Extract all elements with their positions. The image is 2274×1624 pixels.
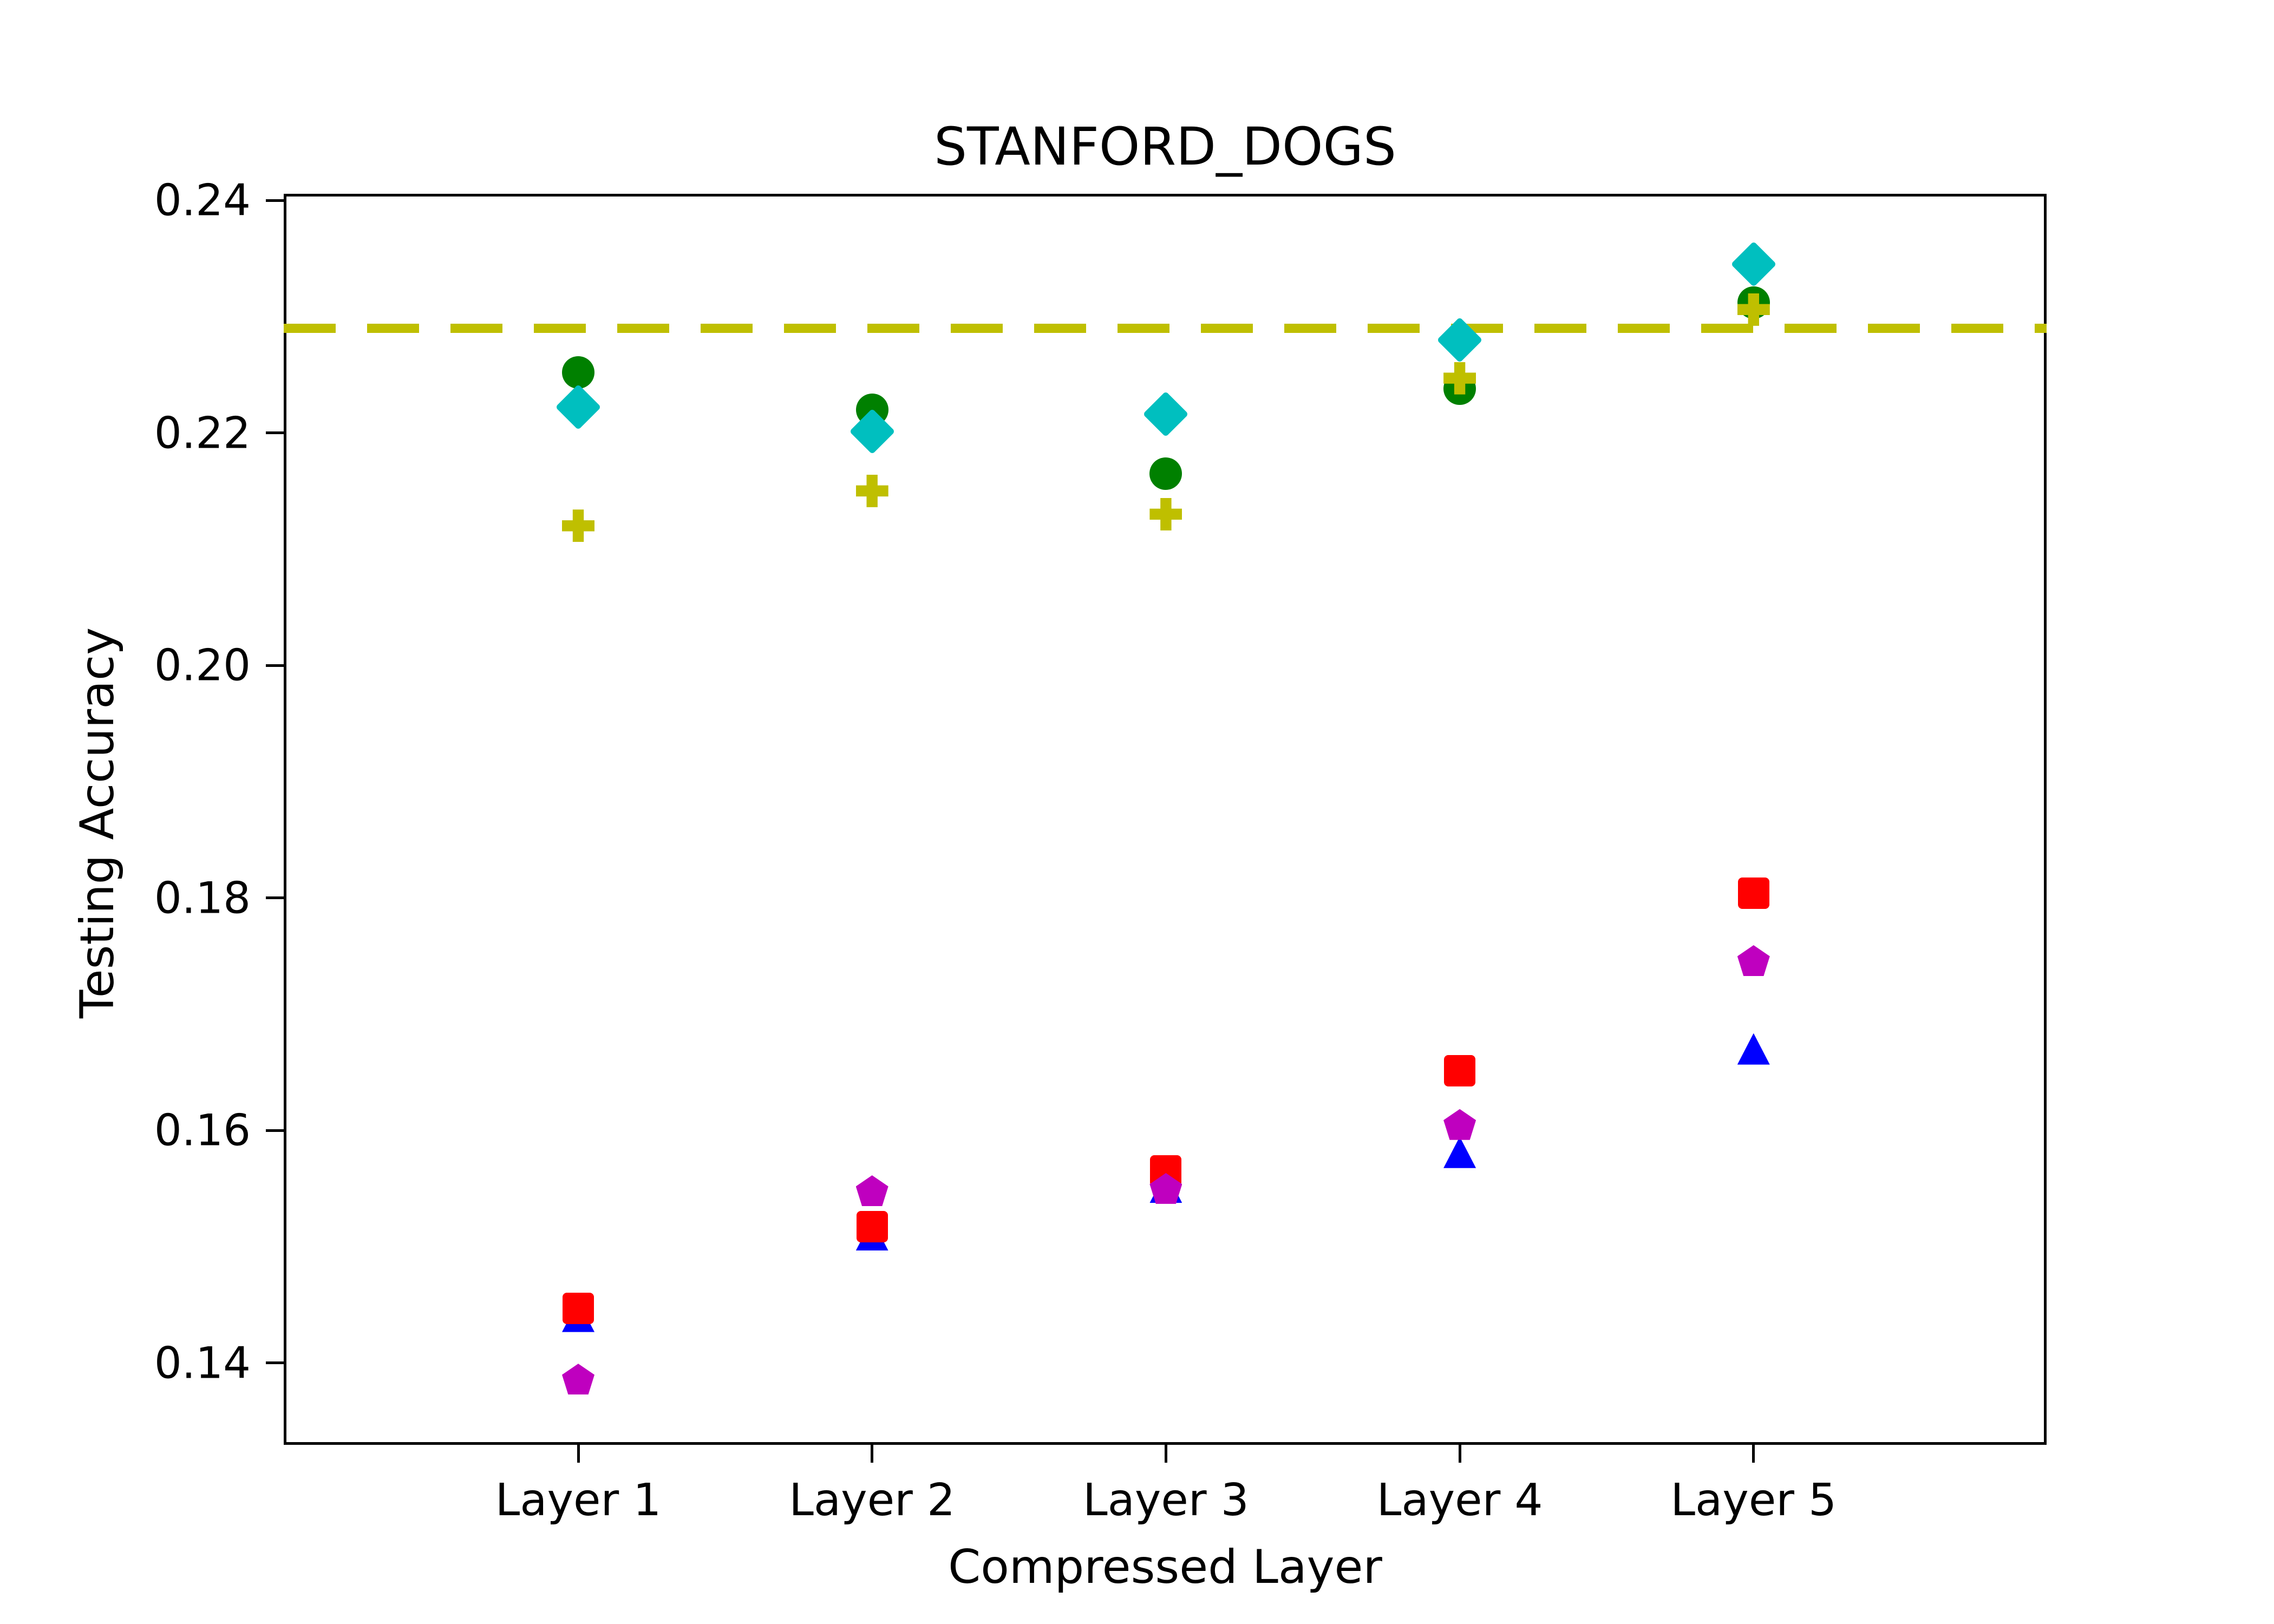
marker-green-circle-layer-1 <box>562 356 594 389</box>
x-tick-mark-1 <box>577 1445 580 1463</box>
marker-red-square-layer-1 <box>563 1292 594 1324</box>
x-tick-mark-3 <box>1164 1445 1167 1463</box>
y-axis-label: Testing Accuracy <box>70 627 125 1019</box>
y-tick-label: 0.18 <box>154 873 251 923</box>
x-tick-mark-2 <box>871 1445 874 1463</box>
plot-area <box>284 194 2047 1445</box>
x-tick-label-1: Layer 1 <box>495 1475 662 1526</box>
x-tick-label-5: Layer 5 <box>1670 1475 1837 1526</box>
x-axis-label: Compressed Layer <box>948 1540 1382 1594</box>
baseline-dashed-line <box>284 324 2047 333</box>
y-tick-label: 0.22 <box>154 408 251 458</box>
y-tick-mark-0.24 <box>266 199 284 202</box>
y-tick-mark-0.14 <box>266 1361 284 1364</box>
x-tick-label-4: Layer 4 <box>1376 1475 1543 1526</box>
y-tick-mark-0.22 <box>266 431 284 434</box>
x-tick-label-3: Layer 3 <box>1082 1475 1249 1526</box>
y-tick-mark-0.16 <box>266 1129 284 1132</box>
y-tick-mark-0.20 <box>266 664 284 667</box>
chart-title: STANFORD_DOGS <box>934 116 1396 177</box>
marker-red-square-layer-5 <box>1737 877 1769 909</box>
y-tick-label: 0.20 <box>154 640 251 691</box>
y-tick-mark-0.18 <box>266 896 284 899</box>
y-tick-label: 0.14 <box>154 1338 251 1388</box>
y-tick-label: 0.24 <box>154 175 251 226</box>
x-tick-mark-4 <box>1458 1445 1461 1463</box>
x-tick-mark-5 <box>1752 1445 1755 1463</box>
x-tick-label-2: Layer 2 <box>789 1475 956 1526</box>
marker-green-circle-layer-3 <box>1149 457 1182 490</box>
marker-red-square-layer-2 <box>856 1211 888 1243</box>
y-tick-label: 0.16 <box>154 1105 251 1156</box>
marker-red-square-layer-4 <box>1444 1055 1476 1087</box>
